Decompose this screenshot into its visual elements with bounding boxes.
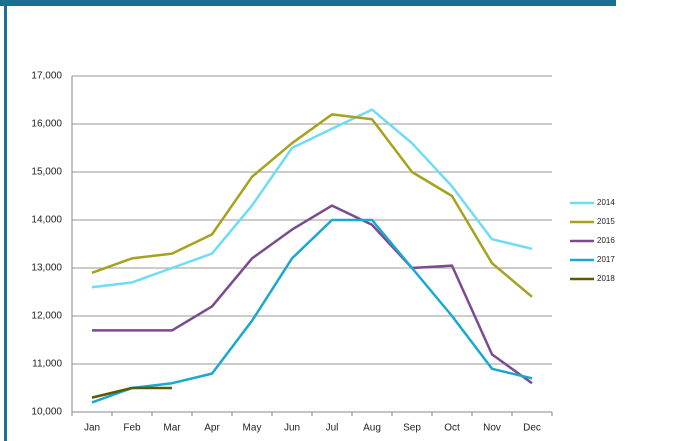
- y-tick-label: 11,000: [32, 359, 62, 370]
- x-tick-label: Dec: [523, 423, 541, 434]
- left-border: [4, 6, 7, 441]
- y-tick-label: 13,000: [31, 263, 62, 274]
- y-tick-label: 12,000: [31, 311, 62, 322]
- header-bar: [0, 0, 691, 6]
- series-line: [91, 386, 172, 399]
- series-line: [92, 204, 533, 385]
- x-tick-label: Jan: [84, 423, 100, 434]
- legend-label: 2018: [597, 274, 615, 283]
- legend-label: 2016: [597, 236, 615, 245]
- series-line: [91, 218, 533, 404]
- x-tick-label: Apr: [204, 423, 220, 434]
- series-line: [91, 108, 533, 289]
- legend-label: 2015: [597, 217, 615, 226]
- x-tick-label: Aug: [363, 423, 381, 434]
- y-tick-label: 10,000: [31, 407, 62, 418]
- x-tick-label: Oct: [444, 423, 460, 434]
- legend-label: 2014: [597, 198, 615, 207]
- x-tick-label: Feb: [123, 423, 141, 434]
- legend-label: 2017: [597, 255, 615, 264]
- x-tick-label: Jun: [284, 423, 300, 434]
- x-tick-label: Jul: [326, 423, 339, 434]
- x-tick-label: Sep: [403, 423, 421, 434]
- x-tick-label: May: [243, 423, 262, 434]
- y-tick-label: 14,000: [31, 215, 62, 226]
- x-tick-label: Nov: [483, 423, 501, 434]
- x-tick-label: Mar: [163, 423, 181, 434]
- series-line: [91, 113, 533, 298]
- y-tick-label: 17,000: [31, 71, 62, 82]
- header-tab: [616, 0, 691, 6]
- y-tick-label: 15,000: [31, 167, 62, 178]
- y-tick-label: 16,000: [31, 119, 62, 130]
